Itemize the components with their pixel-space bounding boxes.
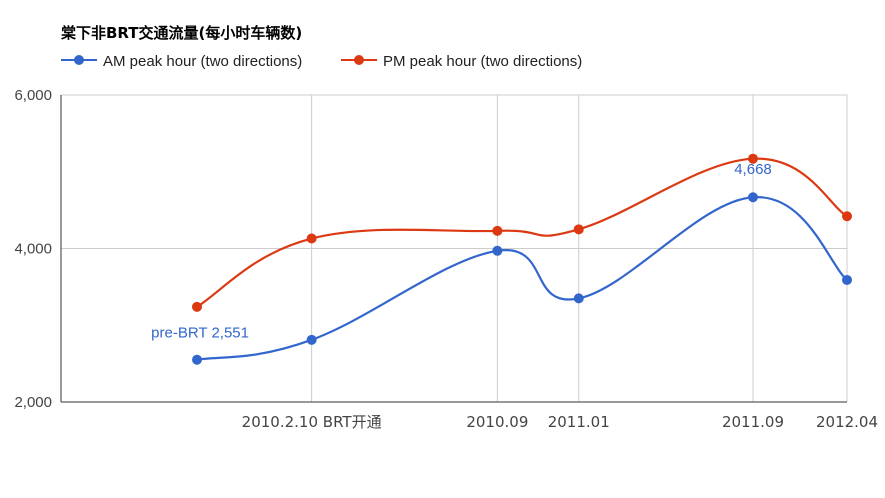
data-point[interactable] [192, 354, 202, 365]
y-tick-label: 4,000 [14, 241, 52, 258]
y-axis-ticks: 2,000 4,000 6,000 [14, 87, 52, 411]
legend: AM peak hour (two directions) PM peak ho… [61, 53, 582, 70]
series-group [192, 153, 852, 365]
data-point[interactable] [192, 301, 202, 312]
legend-label-am: AM peak hour (two directions) [103, 53, 302, 70]
data-point[interactable] [747, 192, 758, 203]
data-point[interactable] [306, 233, 317, 244]
chart-title: 棠下非BRT交通流量(每小时车辆数) [60, 24, 302, 42]
legend-label-pm: PM peak hour (two directions) [383, 53, 582, 70]
y-tick-label: 6,000 [14, 87, 52, 104]
x-tick-label: 2010.2.10 BRT开通 [242, 413, 382, 431]
data-point[interactable] [747, 153, 758, 164]
axes [60, 95, 847, 403]
gridlines [61, 94, 848, 402]
annotation-label: pre-BRT 2,551 [151, 325, 249, 342]
data-point[interactable] [842, 274, 852, 285]
legend-marker-pm [354, 55, 364, 65]
x-tick-label: 2012.04 [816, 413, 878, 431]
data-point[interactable] [306, 334, 317, 345]
data-point[interactable] [842, 211, 852, 222]
series-0 [192, 192, 852, 365]
series-line [196, 157, 848, 308]
x-tick-label: 2010.09 [466, 413, 528, 431]
series-line [196, 196, 848, 361]
x-tick-label: 2011.09 [722, 413, 784, 431]
annotations: pre-BRT 2,551 4,668 [151, 161, 772, 341]
legend-marker-am [74, 55, 84, 65]
data-point[interactable] [573, 224, 584, 235]
x-axis-ticks: 2010.2.10 BRT开通 2010.09 2011.01 2011.09 2012… [242, 413, 878, 431]
data-point[interactable] [573, 293, 584, 304]
data-point[interactable] [492, 225, 503, 236]
legend-item-pm[interactable]: PM peak hour (two directions) [341, 53, 582, 70]
legend-item-am[interactable]: AM peak hour (two directions) [61, 53, 302, 70]
y-tick-label: 2,000 [14, 394, 52, 411]
data-point[interactable] [492, 245, 503, 256]
series-1 [192, 153, 852, 312]
annotation-label: 4,668 [734, 161, 772, 178]
x-tick-label: 2011.01 [548, 413, 610, 431]
